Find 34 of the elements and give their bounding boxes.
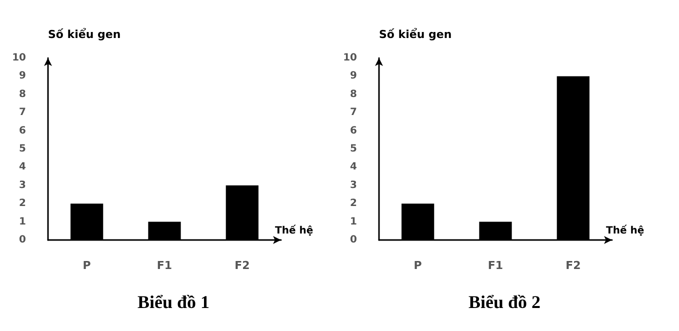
y-tick-label: 9: [350, 70, 358, 82]
y-tick-label: 6: [350, 125, 358, 136]
x-axis-title: Thế hệ: [606, 224, 644, 236]
y-tick-label: 0: [19, 234, 26, 246]
y-tick-label: 9: [19, 70, 26, 82]
y-tick-label: 7: [350, 107, 358, 118]
x-tick-label: F2: [566, 259, 581, 272]
x-tick-label: P: [82, 259, 91, 272]
y-tick-label: 4: [350, 162, 358, 173]
y-tick-label: 1: [350, 216, 358, 228]
y-axis-title: Số kiểu gen: [48, 27, 121, 41]
y-tick-label: 2: [350, 198, 358, 210]
text: Biểu đồ 1: [137, 292, 210, 312]
y-tick-label: 6: [19, 125, 26, 136]
y-tick-label: 4: [19, 162, 26, 173]
x-tick-label: F2: [234, 259, 250, 272]
y-tick-label: 5: [19, 144, 26, 154]
x-tick-label: P: [414, 259, 422, 272]
y-tick-label: 1: [19, 216, 26, 228]
y-tick-label: 7: [19, 107, 26, 118]
x-tick-label: F1: [488, 259, 504, 272]
x-tick-label: F1: [156, 259, 172, 272]
y-tick-label: 5: [350, 144, 358, 154]
y-tick-label: 8: [19, 88, 26, 100]
y-tick-label: 0: [350, 234, 358, 246]
y-tick-label: 3: [350, 180, 358, 191]
y-tick-label: 10: [343, 52, 358, 64]
y-tick-label: 10: [12, 52, 26, 64]
y-tick-label: 2: [19, 198, 26, 210]
x-axis-title: Thế hệ: [275, 224, 314, 236]
y-tick-label: 8: [350, 88, 358, 100]
text: Biểu đồ 2: [468, 292, 541, 312]
y-axis-title: Số kiểu gen: [379, 27, 452, 41]
y-tick-label: 3: [19, 180, 26, 191]
